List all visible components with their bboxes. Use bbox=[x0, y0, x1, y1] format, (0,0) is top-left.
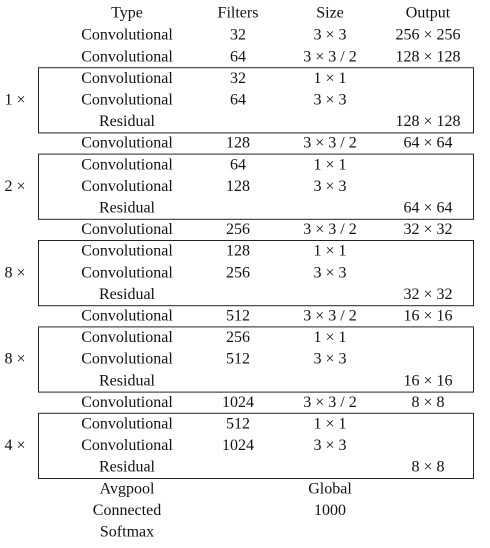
output-cell: 16 × 16 bbox=[403, 307, 452, 324]
filters-cell: 32 bbox=[230, 70, 246, 87]
size-cell: 3 × 3 / 2 bbox=[303, 394, 356, 411]
type-cell: Convolutional bbox=[81, 178, 173, 195]
output-cell: 16 × 16 bbox=[403, 372, 452, 389]
size-cell: 1 × 1 bbox=[313, 329, 346, 346]
size-cell: 3 × 3 / 2 bbox=[303, 221, 356, 238]
filters-cell: 256 bbox=[226, 221, 250, 238]
filters-cell: 32 bbox=[230, 27, 246, 44]
type-cell: Convolutional bbox=[81, 329, 173, 346]
block-box bbox=[38, 67, 474, 134]
filters-cell: 1024 bbox=[222, 394, 254, 411]
size-cell: 3 × 3 / 2 bbox=[303, 135, 356, 152]
type-cell: Residual bbox=[99, 372, 156, 389]
header-cell: Size bbox=[316, 5, 344, 22]
filters-cell: 128 bbox=[226, 243, 250, 260]
output-cell: 32 × 32 bbox=[403, 286, 452, 303]
size-cell: 3 × 3 bbox=[313, 91, 346, 108]
size-cell: 1000 bbox=[314, 502, 346, 519]
size-cell: 3 × 3 / 2 bbox=[303, 48, 356, 65]
output-cell: 32 × 32 bbox=[403, 221, 452, 238]
filters-cell: 128 bbox=[226, 178, 250, 195]
type-cell: Convolutional bbox=[81, 156, 173, 173]
type-cell: Residual bbox=[99, 113, 156, 130]
output-cell: 64 × 64 bbox=[403, 199, 452, 216]
type-cell: Convolutional bbox=[81, 91, 173, 108]
type-cell: Residual bbox=[99, 459, 156, 476]
filters-cell: 1024 bbox=[222, 437, 254, 454]
type-cell: Convolutional bbox=[81, 415, 173, 432]
type-cell: Avgpool bbox=[100, 480, 155, 497]
repeat-label: 8 × bbox=[4, 264, 25, 281]
repeat-label: 2 × bbox=[4, 178, 25, 195]
type-cell: Convolutional bbox=[81, 27, 173, 44]
size-cell: 3 × 3 bbox=[313, 27, 346, 44]
size-cell: 1 × 1 bbox=[313, 415, 346, 432]
filters-cell: 64 bbox=[230, 91, 246, 108]
type-cell: Convolutional bbox=[81, 394, 173, 411]
repeat-label: 4 × bbox=[4, 437, 25, 454]
output-cell: 128 × 128 bbox=[395, 113, 460, 130]
size-cell: 3 × 3 bbox=[313, 351, 346, 368]
output-cell: 64 × 64 bbox=[403, 135, 452, 152]
repeat-label: 8 × bbox=[4, 351, 25, 368]
size-cell: 1 × 1 bbox=[313, 156, 346, 173]
size-cell: 3 × 3 bbox=[313, 264, 346, 281]
type-cell: Convolutional bbox=[81, 243, 173, 260]
type-cell: Convolutional bbox=[81, 135, 173, 152]
output-cell: 8 × 8 bbox=[411, 394, 444, 411]
block-box bbox=[38, 412, 474, 479]
size-cell: 3 × 3 bbox=[313, 437, 346, 454]
output-cell: 256 × 256 bbox=[395, 27, 460, 44]
type-cell: Convolutional bbox=[81, 264, 173, 281]
filters-cell: 64 bbox=[230, 48, 246, 65]
type-cell: Convolutional bbox=[81, 437, 173, 454]
block-box bbox=[38, 240, 474, 307]
size-cell: 1 × 1 bbox=[313, 243, 346, 260]
repeat-label: 1 × bbox=[4, 91, 25, 108]
block-box bbox=[38, 326, 474, 393]
filters-cell: 512 bbox=[226, 307, 250, 324]
type-cell: Residual bbox=[99, 286, 156, 303]
type-cell: Convolutional bbox=[81, 307, 173, 324]
type-cell: Residual bbox=[99, 199, 156, 216]
type-cell: Convolutional bbox=[81, 70, 173, 87]
size-cell: 3 × 3 / 2 bbox=[303, 307, 356, 324]
type-cell: Convolutional bbox=[81, 48, 173, 65]
size-cell: 3 × 3 bbox=[313, 178, 346, 195]
size-cell: Global bbox=[308, 480, 352, 497]
type-cell: Softmax bbox=[100, 523, 154, 540]
size-cell: 1 × 1 bbox=[313, 70, 346, 87]
block-box bbox=[38, 153, 474, 220]
output-cell: 8 × 8 bbox=[411, 459, 444, 476]
filters-cell: 256 bbox=[226, 264, 250, 281]
filters-cell: 256 bbox=[226, 329, 250, 346]
type-cell: Convolutional bbox=[81, 221, 173, 238]
type-cell: Convolutional bbox=[81, 351, 173, 368]
filters-cell: 64 bbox=[230, 156, 246, 173]
type-cell: Connected bbox=[93, 502, 161, 519]
output-cell: 128 × 128 bbox=[395, 48, 460, 65]
header-cell: Type bbox=[111, 5, 143, 22]
filters-cell: 128 bbox=[226, 135, 250, 152]
filters-cell: 512 bbox=[226, 415, 250, 432]
filters-cell: 512 bbox=[226, 351, 250, 368]
header-cell: Filters bbox=[218, 5, 259, 22]
header-cell: Output bbox=[406, 5, 451, 22]
